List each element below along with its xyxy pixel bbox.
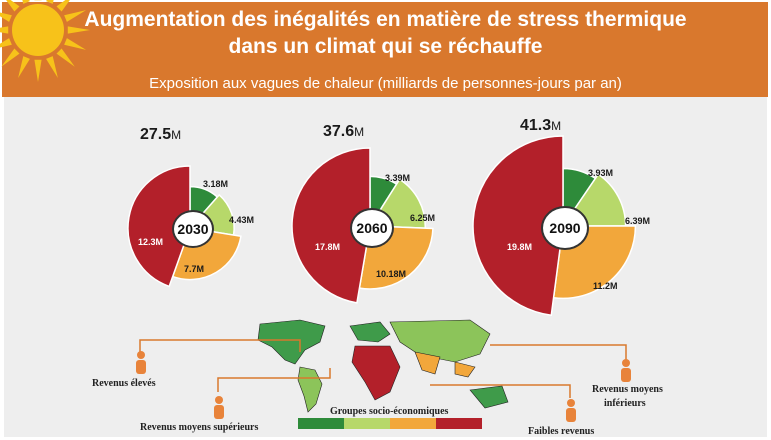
legend-upper-middle-income: Revenus moyens supérieurs bbox=[140, 422, 259, 433]
person-icon-high-income bbox=[136, 351, 146, 374]
swatch-high-income bbox=[298, 418, 344, 429]
label-2090-high: 3.93M bbox=[588, 168, 614, 178]
legend-lower-middle-income-line2: inférieurs bbox=[604, 398, 646, 409]
sun-ray bbox=[22, 0, 30, 4]
person-icon-low-income bbox=[566, 399, 576, 422]
sun-ray bbox=[56, 0, 70, 12]
page-subtitle: Exposition aux vagues de chaleur (millia… bbox=[149, 75, 622, 92]
label-2090-lower: 11.2M bbox=[593, 281, 618, 291]
world-map bbox=[257, 319, 509, 413]
label-2060-low: 17.8M bbox=[315, 242, 341, 252]
label-2090-low: 19.8M bbox=[507, 242, 533, 252]
sun-ray bbox=[0, 26, 9, 34]
legend-low-income: Faibles revenus bbox=[528, 426, 595, 437]
year-badge-2060: 2060 bbox=[350, 208, 394, 248]
sun-ray bbox=[56, 48, 75, 67]
header-banner bbox=[2, 2, 768, 97]
label-2030-high: 3.18M bbox=[203, 179, 229, 189]
total-2030: 27.5M bbox=[140, 126, 182, 143]
sun-ray bbox=[64, 38, 87, 50]
sun-ray bbox=[6, 0, 20, 12]
pie-slice-2030-low bbox=[127, 165, 191, 288]
year-badge-2090: 2090 bbox=[541, 206, 589, 250]
person-icon-lower-middle bbox=[621, 359, 631, 382]
sun-icon bbox=[0, 0, 90, 82]
sun-ray bbox=[34, 59, 42, 82]
sun-ray bbox=[46, 56, 58, 79]
label-2030-low: 12.3M bbox=[138, 237, 164, 247]
sun-ray bbox=[0, 38, 12, 48]
label-2090-upper: 6.39M bbox=[625, 216, 651, 226]
swatch-lower-middle-income bbox=[390, 418, 436, 429]
year-badge-2030: 2030 bbox=[172, 210, 214, 248]
sun-ray bbox=[64, 10, 87, 22]
sun-ray bbox=[18, 56, 30, 79]
page-title: Augmentation des inégalités en matière d… bbox=[84, 8, 687, 31]
total-2090: 41.3M bbox=[520, 117, 562, 134]
sun-ray bbox=[67, 26, 90, 34]
swatch-upper-middle-income bbox=[344, 418, 390, 429]
sun-ray bbox=[1, 48, 20, 67]
total-2060: 37.6M bbox=[323, 123, 365, 140]
label-2060-high: 3.39M bbox=[385, 173, 411, 183]
groups-legend-title: Groupes socio-économiques bbox=[330, 406, 449, 417]
label-2030-lower: 7.7M bbox=[184, 264, 205, 274]
label-2060-lower: 10.18M bbox=[376, 269, 407, 279]
page-title-line2: dans un climat qui se réchauffe bbox=[228, 35, 543, 58]
sun-ray bbox=[0, 12, 12, 22]
sun-ray bbox=[46, 0, 54, 4]
person-icon-upper-middle bbox=[214, 396, 224, 419]
legend-high-income: Revenus élevés bbox=[92, 378, 156, 389]
label-2060-upper: 6.25M bbox=[410, 213, 436, 223]
label-2030-upper: 4.43M bbox=[229, 215, 255, 225]
legend-lower-middle-income-line1: Revenus moyens bbox=[592, 384, 663, 395]
pie-slice-2060-low bbox=[291, 147, 371, 304]
swatch-low-income bbox=[436, 418, 482, 429]
pie-slice-2090-low bbox=[472, 135, 564, 317]
